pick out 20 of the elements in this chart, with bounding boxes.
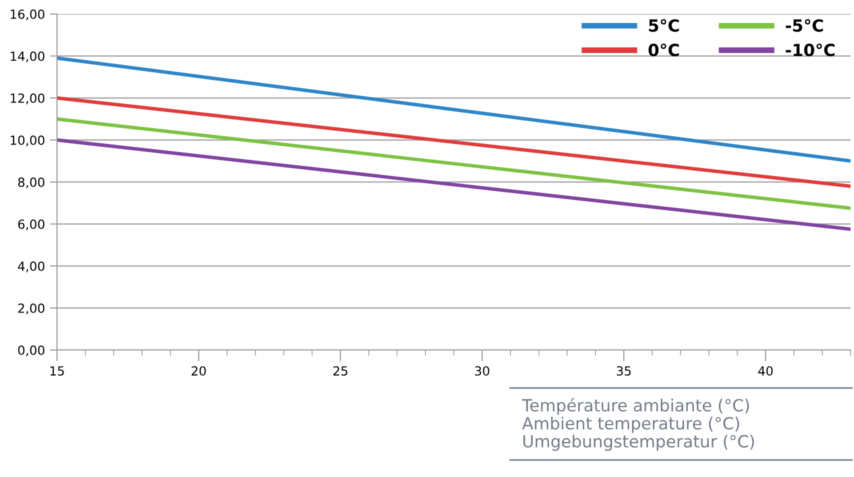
x-tick-label: 25 (333, 366, 348, 376)
y-tick-label: 2,00 (18, 303, 44, 314)
y-tick-label: 12,00 (10, 93, 44, 104)
legend-label: 5°C (649, 19, 679, 32)
y-tick-label: 0,00 (18, 345, 44, 356)
x-tick-label: 40 (758, 366, 773, 376)
y-tick-label: 16,00 (10, 9, 44, 20)
legend-label: 0°C (648, 44, 679, 56)
y-tick-label: 8,00 (18, 177, 44, 188)
x-tick-label: 15 (50, 366, 64, 376)
x-tick-label: 35 (616, 366, 631, 376)
legend-label: -10°C (786, 44, 835, 56)
y-tick-label: 14,00 (10, 51, 44, 62)
y-tick-label: 4,00 (18, 261, 44, 272)
legend-label: -5°C (786, 19, 823, 32)
x-tick-label: 20 (192, 366, 206, 376)
y-tick-label: 10,00 (10, 135, 44, 146)
y-tick-label: 6,00 (18, 219, 44, 230)
x-tick-label: 30 (475, 366, 490, 376)
x-axis-title: Température ambiante (°C) Ambient temperature (°C) Umgebungstemperatur (°C) (522, 398, 754, 451)
